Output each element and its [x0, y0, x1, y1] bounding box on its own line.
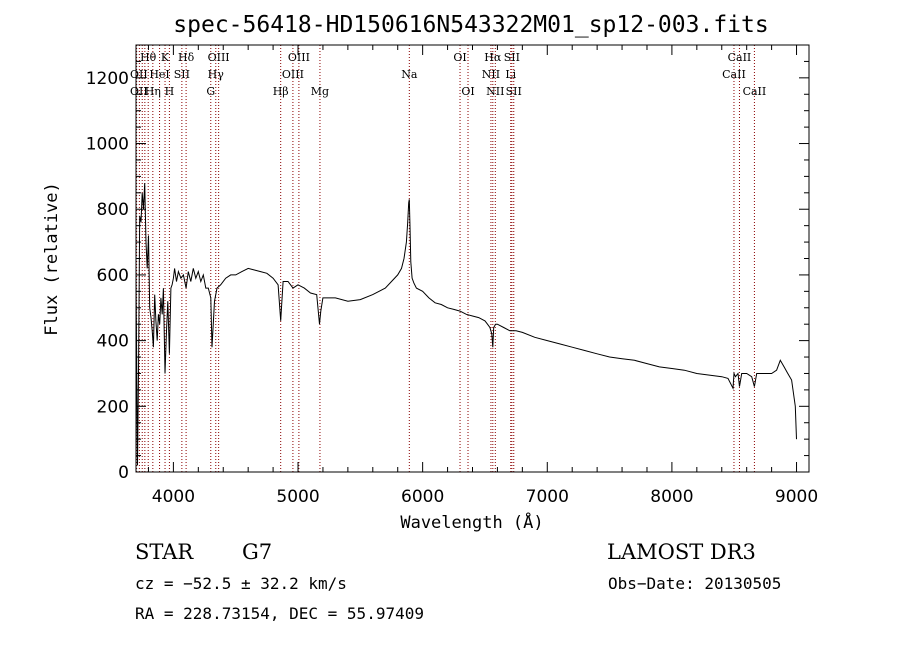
y-tick-label: 0 [118, 463, 129, 483]
spectrum-line [135, 182, 797, 466]
spectral-line-label: Hθ [140, 51, 157, 64]
spectral-line-label: H [165, 85, 175, 98]
spectral-line-label: OIII [288, 51, 310, 64]
spectral-line-label: Hη [145, 85, 161, 98]
spectral-line-label: G [206, 85, 215, 98]
y-axis-label: Flux (relative) [42, 182, 62, 336]
redshift-velocity: cz = −52.5 ± 32.2 km/s [135, 574, 347, 593]
subclass: G7 [242, 540, 272, 564]
spectral-line-label: HeI [149, 68, 169, 81]
x-tick-label: 8000 [650, 487, 693, 507]
survey-name: LAMOST DR3 [607, 540, 756, 564]
x-tick-label: 6000 [401, 487, 444, 507]
spectral-line-markers [136, 45, 755, 472]
spectral-line-label: SII [506, 85, 522, 98]
y-tick-label: 1000 [86, 135, 129, 155]
plot-frame [135, 44, 810, 473]
spectral-line-label: OII [130, 68, 148, 81]
spectral-line-label: CaII [728, 51, 752, 64]
spectral-line-label: Mg [311, 85, 329, 98]
spectral-line-label: OII [130, 85, 148, 98]
y-tick-label: 600 [97, 266, 129, 286]
spectral-line-label: Hδ [178, 51, 195, 64]
spectral-line-label: OI [453, 51, 466, 64]
x-tick-label: 7000 [526, 487, 569, 507]
spectral-line-label: OIII [208, 51, 230, 64]
x-axis-label: Wavelength (Å) [400, 511, 543, 533]
spectral-line-label: Hα [484, 51, 502, 64]
x-axis-ticks: 4000 5000 6000 7000 8000 9000 [147, 45, 818, 507]
spectral-line-label: CaII [743, 85, 767, 98]
spectral-line-label: SII [504, 51, 520, 64]
y-axis-ticks: 0 200 400 600 800 1000 1200 [86, 60, 809, 483]
x-tick-label: 5000 [276, 487, 319, 507]
spectral-line-label: NII [486, 85, 504, 98]
spectral-line-label: SII [174, 68, 190, 81]
spectral-line-label: Hγ [208, 68, 225, 81]
y-tick-label: 800 [97, 200, 129, 220]
y-tick-label: 400 [97, 332, 129, 352]
spectral-line-label: Hβ [273, 85, 289, 98]
spectral-line-label: CaII [722, 68, 746, 81]
spectral-line-label: NII [482, 68, 500, 81]
spectral-line-label: K [161, 51, 170, 64]
spectral-line-label: OIII [282, 68, 304, 81]
y-tick-label: 200 [97, 397, 129, 417]
spectral-line-label: Na [401, 68, 418, 81]
spectral-line-labels: Hθ Hη HeI K H SII Hδ G Hγ OIII Hβ OIII OIII Mg Na OI OI N… [130, 51, 766, 98]
y-tick-label: 1200 [86, 69, 129, 89]
sky-coordinates: RA = 228.73154, DEC = 55.97409 [135, 604, 424, 623]
spectral-line-label: OI [461, 85, 474, 98]
x-tick-label: 4000 [152, 487, 195, 507]
spectral-line-label: Li [505, 68, 516, 81]
observation-date: Obs−Date: 20130505 [608, 574, 781, 593]
object-class: STAR [135, 540, 194, 564]
x-tick-label: 9000 [775, 487, 818, 507]
chart-title: spec-56418-HD150616N543322M01_sp12-003.f… [173, 12, 768, 38]
